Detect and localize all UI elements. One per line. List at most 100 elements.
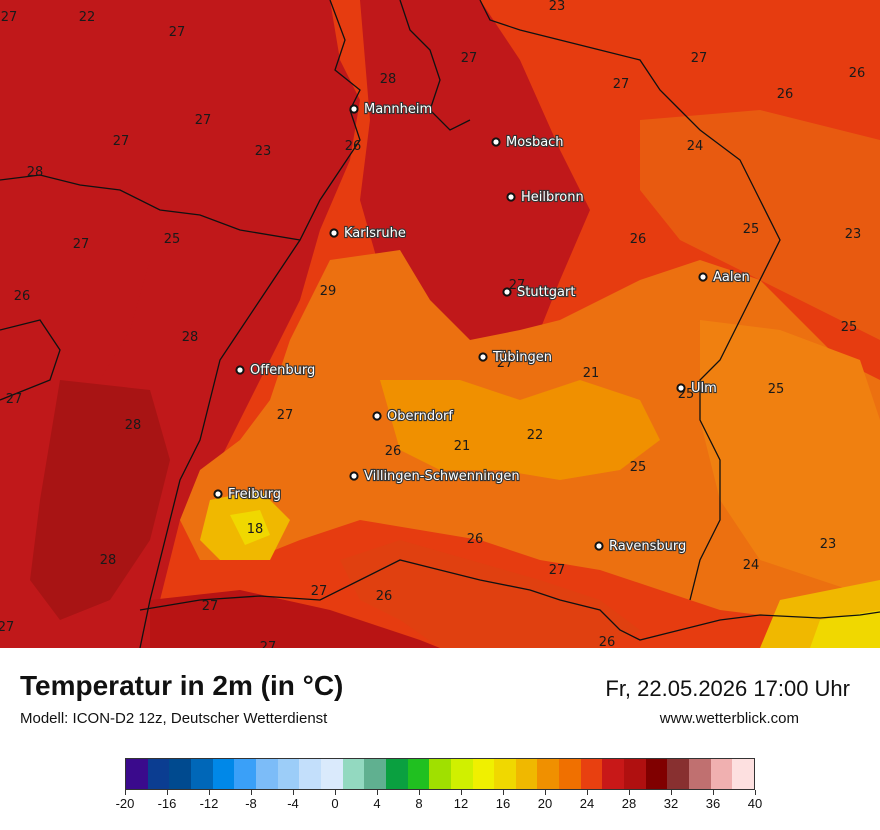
legend-tick-mark <box>461 790 462 795</box>
city-dot <box>349 471 359 481</box>
legend-swatch <box>450 759 473 789</box>
legend-tick-mark <box>671 790 672 795</box>
legend-ticks: -20 -16 -12 -8 -4 0 4 8 12 16 20 24 28 32 36 40 <box>116 790 762 820</box>
temperature-zone-bodensee <box>340 540 640 648</box>
legend-tick-mark <box>755 790 756 795</box>
temperature-value-label: 26 <box>849 66 866 81</box>
legend-swatch <box>364 759 386 789</box>
city-label: Freiburg <box>228 487 281 502</box>
legend-swatch <box>537 759 560 789</box>
temperature-value-label: 27 <box>195 113 212 128</box>
temperature-zone-east <box>640 110 880 340</box>
legend-swatch <box>147 759 170 789</box>
legend-swatch <box>407 759 430 789</box>
temperature-value-label: 23 <box>820 537 837 552</box>
legend-swatch <box>342 759 365 789</box>
legend-swatch <box>494 759 516 789</box>
legend-tick-label: 0 <box>331 796 339 811</box>
temperature-value-label: 27 <box>6 392 23 407</box>
legend-tick-mark <box>293 790 294 795</box>
city-marker-mannheim[interactable]: Mannheim <box>349 101 433 118</box>
temperature-value-label: 25 <box>841 320 858 335</box>
legend-swatch <box>126 759 148 789</box>
border-rhine <box>139 0 361 648</box>
legend-tick-mark <box>713 790 714 795</box>
temperature-zone-neckar <box>360 0 590 370</box>
legend-swatch <box>190 759 213 789</box>
city-marker-ravensburg[interactable]: Ravensburg <box>594 538 687 555</box>
city-label: Oberndorf <box>387 409 453 424</box>
city-marker-mosbach[interactable]: Mosbach <box>491 134 565 151</box>
city-marker-freiburg[interactable]: Freiburg <box>213 486 282 503</box>
legend-swatch <box>277 759 300 789</box>
city-marker-ulm[interactable]: Ulm <box>676 380 718 397</box>
temperature-value-label: 25 <box>630 460 647 475</box>
city-dot <box>594 541 604 551</box>
city-label: Offenburg <box>250 363 315 378</box>
legend-swatch <box>385 759 408 789</box>
city-marker-villingen-schwenningen[interactable]: Villingen-Schwenningen <box>349 468 521 485</box>
legend-tick-label: 16 <box>495 796 511 811</box>
temperature-value-label: 27 <box>260 640 277 648</box>
temperature-value-label: 27 <box>169 25 186 40</box>
city-marker-t-bingen[interactable]: Tübingen <box>478 349 553 366</box>
temperature-zone-28b <box>0 180 150 420</box>
temperature-value-label: 28 <box>182 330 199 345</box>
legend-tick-mark <box>251 790 252 795</box>
temperature-map[interactable]: 27 22 27 23 27 27 26 28 27 26 27 27 26 24 23 28 25 26 25 23… <box>0 0 880 648</box>
temperature-value-label: 26 <box>467 532 484 547</box>
temperature-value-label: 27 <box>1 10 18 25</box>
legend-swatch <box>472 759 495 789</box>
city-marker-offenburg[interactable]: Offenburg <box>235 362 316 379</box>
city-marker-heilbronn[interactable]: Heilbronn <box>506 189 585 206</box>
legend-tick-label: 4 <box>373 796 381 811</box>
legend-tick-label: -16 <box>157 796 177 811</box>
legend-swatch <box>515 759 538 789</box>
city-dot <box>329 228 339 238</box>
city-dot <box>213 489 223 499</box>
legend-tick-label: -4 <box>287 796 299 811</box>
legend-tick-label: 28 <box>621 796 637 811</box>
legend-tick-label: 12 <box>453 796 469 811</box>
temperature-value-label: 22 <box>79 10 96 25</box>
city-marker-aalen[interactable]: Aalen <box>698 269 751 286</box>
temperature-value-label: 21 <box>454 439 471 454</box>
temperature-zone-16 <box>230 510 270 545</box>
legend-swatch <box>299 759 321 789</box>
border-west <box>0 319 61 401</box>
legend-tick-mark <box>503 790 504 795</box>
city-label: Mosbach <box>506 135 564 150</box>
temperature-value-label: 26 <box>385 444 402 459</box>
website-link[interactable]: www.wetterblick.com <box>659 710 799 727</box>
legend-swatch <box>624 759 646 789</box>
temperature-value-label: 22 <box>527 428 544 443</box>
legend-tick-mark <box>377 790 378 795</box>
city-label: Ulm <box>691 381 717 396</box>
temperature-value-label: 27 <box>509 278 526 293</box>
legend-swatch <box>234 759 256 789</box>
temperature-value-label: 26 <box>599 635 616 648</box>
city-dot <box>372 411 382 421</box>
forecast-datetime: Fr, 22.05.2026 17:00 Uhr <box>605 676 850 701</box>
temperature-value-label: 27 <box>549 563 566 578</box>
temperature-value-label: 27 <box>277 408 294 423</box>
borders <box>0 0 880 648</box>
temperature-value-label: 24 <box>687 139 704 154</box>
temperature-value-label: 27 <box>311 584 328 599</box>
legend-tick-label: 20 <box>537 796 553 811</box>
temperature-zone-east-south <box>700 320 880 600</box>
temperature-value-label: 25 <box>768 382 785 397</box>
legend-swatch <box>212 759 235 789</box>
city-dot <box>506 192 516 202</box>
city-marker-stuttgart[interactable]: Stuttgart <box>502 284 577 301</box>
legend-tick-label: -20 <box>115 796 135 811</box>
city-marker-karlsruhe[interactable]: Karlsruhe <box>329 225 407 242</box>
city-label: Stuttgart <box>517 285 575 300</box>
temperature-value-label: 26 <box>777 87 794 102</box>
temperature-value-label: 26 <box>630 232 647 247</box>
city-label: Heilbronn <box>521 190 584 205</box>
legend-tick-mark <box>419 790 420 795</box>
city-marker-oberndorf[interactable]: Oberndorf <box>372 408 454 425</box>
city-dot <box>235 365 245 375</box>
temperature-zone-south <box>150 590 440 648</box>
